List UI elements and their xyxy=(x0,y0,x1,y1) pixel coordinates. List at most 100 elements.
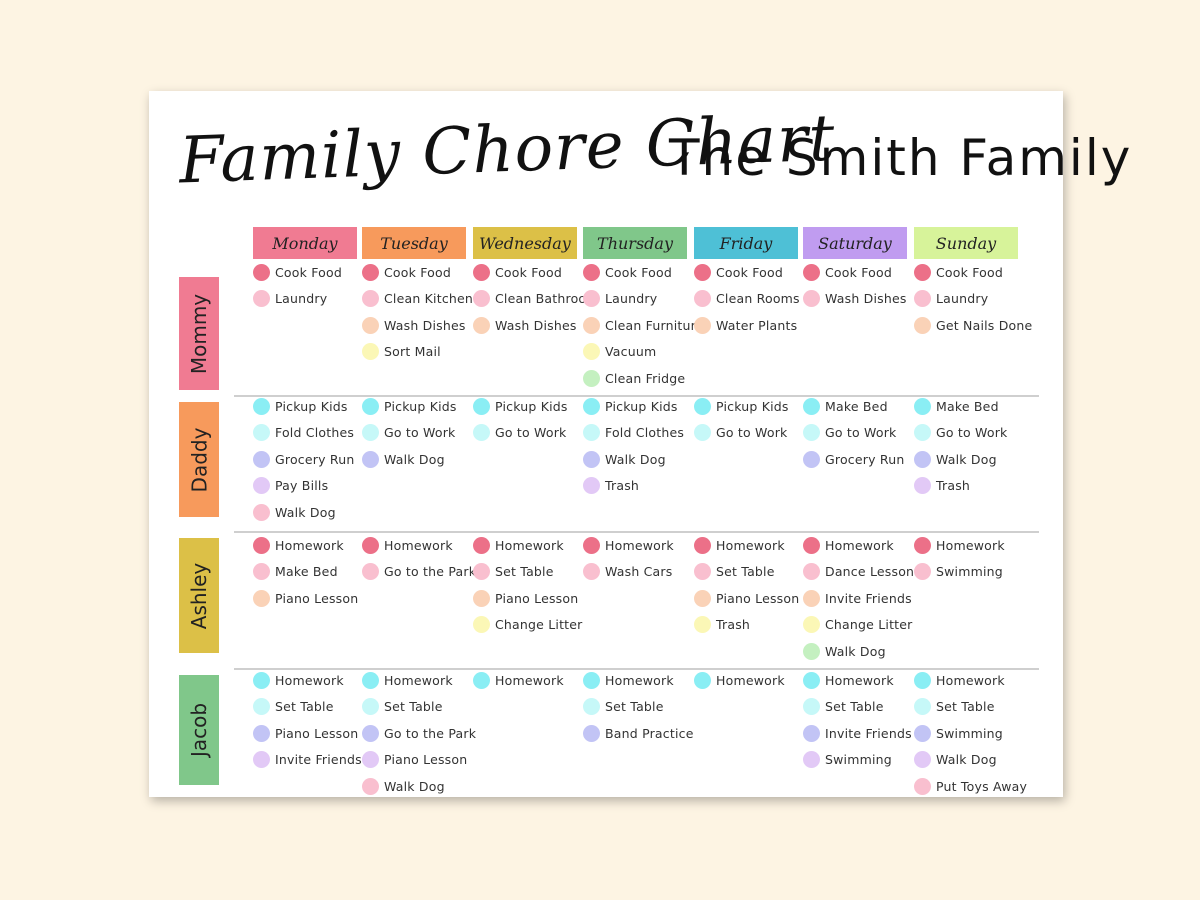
chore-dot-icon[interactable] xyxy=(803,642,820,660)
chore-item[interactable]: Trash xyxy=(694,616,750,634)
chore-dot-icon[interactable] xyxy=(583,316,600,334)
chore-dot-icon[interactable] xyxy=(803,616,820,633)
chore-item[interactable]: Homework xyxy=(694,671,785,689)
chore-dot-icon[interactable] xyxy=(803,397,820,415)
chore-item[interactable]: Set Table xyxy=(362,698,443,716)
chore-item[interactable]: Set Table xyxy=(694,563,775,581)
chore-item[interactable]: Invite Friends xyxy=(803,589,912,607)
chore-item[interactable]: Invite Friends xyxy=(253,751,362,769)
chore-item[interactable]: Cook Food xyxy=(803,263,892,281)
chore-item[interactable]: Homework xyxy=(803,536,894,554)
chore-item[interactable]: Walk Dog xyxy=(253,503,336,521)
chore-item[interactable]: Go to Work xyxy=(914,424,1007,442)
chore-dot-icon[interactable] xyxy=(803,724,820,742)
chore-item[interactable]: Make Bed xyxy=(914,397,999,415)
chore-item[interactable]: Water Plants xyxy=(694,316,797,334)
chore-dot-icon[interactable] xyxy=(362,343,379,360)
chore-item[interactable]: Laundry xyxy=(583,290,657,308)
chore-dot-icon[interactable] xyxy=(914,698,931,715)
chore-dot-icon[interactable] xyxy=(803,450,820,468)
chore-dot-icon[interactable] xyxy=(914,450,931,468)
chore-dot-icon[interactable] xyxy=(694,316,711,334)
chore-dot-icon[interactable] xyxy=(914,263,931,281)
chore-item[interactable]: Cook Food xyxy=(473,263,562,281)
chore-item[interactable]: Homework xyxy=(362,671,453,689)
chore-item[interactable]: Homework xyxy=(914,671,1005,689)
chore-dot-icon[interactable] xyxy=(583,563,600,580)
chore-item[interactable]: Laundry xyxy=(253,290,327,308)
chore-item[interactable]: Walk Dog xyxy=(362,450,445,468)
chore-dot-icon[interactable] xyxy=(473,316,490,334)
chore-dot-icon[interactable] xyxy=(362,698,379,715)
chore-item[interactable]: Trash xyxy=(583,477,639,495)
chore-dot-icon[interactable] xyxy=(914,290,931,307)
chore-dot-icon[interactable] xyxy=(362,671,379,689)
chore-dot-icon[interactable] xyxy=(362,450,379,468)
chore-item[interactable]: Homework xyxy=(473,536,564,554)
chore-dot-icon[interactable] xyxy=(694,397,711,415)
chore-item[interactable]: Clean Kitchen xyxy=(362,290,473,308)
chore-dot-icon[interactable] xyxy=(362,751,379,768)
chore-item[interactable]: Sort Mail xyxy=(362,343,441,361)
chore-dot-icon[interactable] xyxy=(253,424,270,441)
chore-dot-icon[interactable] xyxy=(583,671,600,689)
chore-item[interactable]: Swimming xyxy=(914,724,1003,742)
chore-item[interactable]: Pickup Kids xyxy=(694,397,789,415)
chore-dot-icon[interactable] xyxy=(253,698,270,715)
chore-dot-icon[interactable] xyxy=(694,536,711,554)
chore-dot-icon[interactable] xyxy=(253,450,270,468)
chore-dot-icon[interactable] xyxy=(253,589,270,607)
chore-dot-icon[interactable] xyxy=(914,424,931,441)
chore-item[interactable]: Cook Food xyxy=(583,263,672,281)
chore-item[interactable]: Walk Dog xyxy=(803,642,886,660)
chore-dot-icon[interactable] xyxy=(362,724,379,742)
chore-dot-icon[interactable] xyxy=(583,450,600,468)
chore-dot-icon[interactable] xyxy=(583,263,600,281)
chore-dot-icon[interactable] xyxy=(803,536,820,554)
chore-dot-icon[interactable] xyxy=(583,343,600,360)
chore-dot-icon[interactable] xyxy=(473,424,490,441)
chore-dot-icon[interactable] xyxy=(583,698,600,715)
chore-dot-icon[interactable] xyxy=(253,536,270,554)
chore-item[interactable]: Homework xyxy=(583,671,674,689)
chore-item[interactable]: Change Litter xyxy=(803,616,913,634)
chore-dot-icon[interactable] xyxy=(583,290,600,307)
chore-item[interactable]: Wash Dishes xyxy=(473,316,577,334)
chore-dot-icon[interactable] xyxy=(473,397,490,415)
chore-dot-icon[interactable] xyxy=(253,503,270,521)
chore-dot-icon[interactable] xyxy=(583,724,600,742)
chore-dot-icon[interactable] xyxy=(914,316,931,334)
chore-dot-icon[interactable] xyxy=(473,589,490,607)
chore-item[interactable]: Fold Clothes xyxy=(583,424,684,442)
chore-dot-icon[interactable] xyxy=(583,369,600,387)
chore-item[interactable]: Go to Work xyxy=(473,424,566,442)
chore-dot-icon[interactable] xyxy=(362,424,379,441)
chore-item[interactable]: Homework xyxy=(694,536,785,554)
chore-item[interactable]: Cook Food xyxy=(694,263,783,281)
chore-dot-icon[interactable] xyxy=(914,751,931,768)
chore-item[interactable]: Vacuum xyxy=(583,343,656,361)
chore-item[interactable]: Grocery Run xyxy=(253,450,354,468)
chore-item[interactable]: Grocery Run xyxy=(803,450,904,468)
chore-dot-icon[interactable] xyxy=(694,263,711,281)
chore-item[interactable]: Wash Cars xyxy=(583,563,672,581)
chore-item[interactable]: Homework xyxy=(253,536,344,554)
chore-dot-icon[interactable] xyxy=(362,397,379,415)
chore-dot-icon[interactable] xyxy=(694,290,711,307)
chore-item[interactable]: Pay Bills xyxy=(253,477,328,495)
chore-item[interactable]: Piano Lesson xyxy=(253,724,358,742)
chore-dot-icon[interactable] xyxy=(473,616,490,633)
chore-dot-icon[interactable] xyxy=(914,477,931,494)
chore-dot-icon[interactable] xyxy=(253,751,270,768)
chore-item[interactable]: Set Table xyxy=(583,698,664,716)
chore-dot-icon[interactable] xyxy=(253,724,270,742)
chore-dot-icon[interactable] xyxy=(473,536,490,554)
chore-item[interactable]: Cook Food xyxy=(914,263,1003,281)
chore-item[interactable]: Make Bed xyxy=(253,563,338,581)
chore-item[interactable]: Cook Food xyxy=(362,263,451,281)
chore-dot-icon[interactable] xyxy=(473,671,490,689)
chore-item[interactable]: Change Litter xyxy=(473,616,583,634)
chore-item[interactable]: Walk Dog xyxy=(583,450,666,468)
chore-item[interactable]: Set Table xyxy=(803,698,884,716)
chore-dot-icon[interactable] xyxy=(694,616,711,633)
